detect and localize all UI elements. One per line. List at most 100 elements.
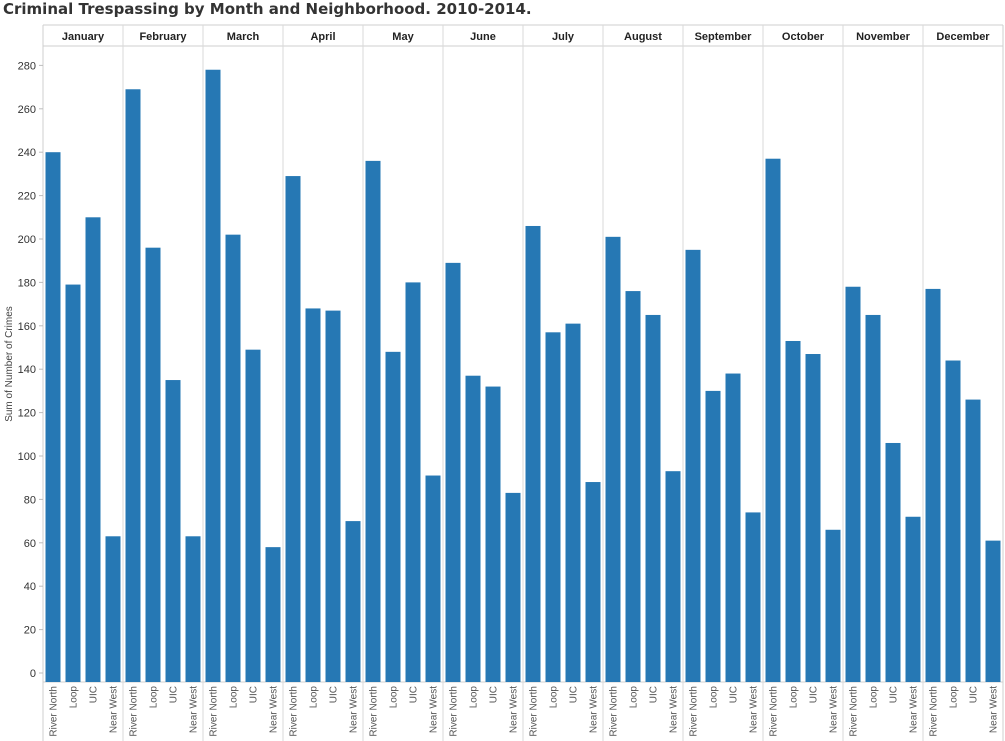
bars (45, 69, 1001, 683)
month-header-september: September (695, 31, 753, 43)
month-header-november: November (856, 31, 911, 43)
x-category-label: UIC (809, 686, 820, 703)
y-tick-label: 120 (18, 408, 36, 420)
month-header-october: October (782, 31, 825, 43)
x-category-label: Near West (269, 686, 280, 733)
bar-september-near-west (745, 512, 761, 682)
bar-august-near-west (665, 471, 681, 682)
bar-june-uic (485, 386, 501, 682)
x-category-label: River North (49, 686, 60, 737)
bar-april-loop (305, 308, 321, 682)
month-header-april: April (310, 31, 335, 43)
y-tick-label: 200 (18, 234, 36, 246)
x-category-label: Loop (549, 686, 560, 709)
x-category-label: Loop (869, 686, 880, 709)
bar-may-near-west (425, 475, 441, 682)
x-category-label: UIC (169, 686, 180, 703)
month-header-may: May (392, 31, 414, 43)
bar-september-uic (725, 373, 741, 682)
bar-september-loop (705, 390, 721, 682)
bar-january-river-north (45, 152, 61, 682)
bar-august-river-north (605, 236, 621, 682)
x-category-label: UIC (89, 686, 100, 703)
y-tick-label: 180 (18, 277, 36, 289)
bar-june-loop (465, 375, 481, 682)
x-category-label: UIC (249, 686, 260, 703)
bar-february-river-north (125, 89, 141, 682)
bar-august-loop (625, 291, 641, 682)
x-category-label: Loop (229, 686, 240, 709)
x-axis-labels: River North Loop UIC Near West River North Lo… (49, 686, 1000, 737)
bar-march-loop (225, 234, 241, 682)
y-tick-label: 280 (18, 60, 36, 72)
x-category-label: River North (289, 686, 300, 737)
x-category-label: River North (769, 686, 780, 737)
bar-february-loop (145, 247, 161, 682)
bar-october-loop (785, 340, 801, 682)
bar-april-near-west (345, 521, 361, 682)
bar-august-uic (645, 314, 661, 682)
bar-january-uic (85, 217, 101, 683)
bar-march-near-west (265, 547, 281, 682)
y-axis: 0 20 40 60 80 100 120 140 160 180 200 220 240 260 280 (18, 60, 43, 680)
x-category-label: Near West (349, 686, 360, 733)
y-tick-label: 220 (18, 191, 36, 203)
month-header-january: January (62, 31, 105, 43)
x-category-label: River North (449, 686, 460, 737)
x-category-label: UIC (409, 686, 420, 703)
x-category-label: Near West (909, 686, 920, 733)
y-tick-label: 260 (18, 104, 36, 116)
month-header-july: July (552, 31, 575, 43)
x-category-label: Near West (749, 686, 760, 733)
bar-october-uic (805, 354, 821, 682)
bar-may-loop (385, 351, 401, 682)
x-category-label: River North (929, 686, 940, 737)
x-category-label: Loop (389, 686, 400, 709)
x-category-label: UIC (489, 686, 500, 703)
bar-november-river-north (845, 286, 861, 682)
x-category-label: River North (529, 686, 540, 737)
month-headers: January February March April May June July Augu… (62, 31, 990, 43)
month-header-february: February (139, 31, 187, 43)
x-category-label: Loop (469, 686, 480, 709)
y-tick-label: 140 (18, 364, 36, 376)
bar-april-river-north (285, 176, 301, 682)
y-tick-label: 240 (18, 147, 36, 159)
x-category-label: River North (609, 686, 620, 737)
bar-december-loop (945, 360, 961, 682)
bar-december-near-west (985, 540, 1001, 682)
y-tick-label: 80 (24, 494, 36, 506)
y-tick-label: 40 (24, 581, 36, 593)
month-header-march: March (227, 31, 260, 43)
bar-july-near-west (585, 482, 601, 682)
x-category-label: River North (369, 686, 380, 737)
x-category-label: River North (689, 686, 700, 737)
bar-november-uic (885, 442, 901, 682)
bar-june-river-north (445, 262, 461, 682)
chart-frame (42, 24, 1004, 741)
x-category-label: UIC (729, 686, 740, 703)
x-category-label: UIC (969, 686, 980, 703)
x-category-label: Near West (989, 686, 1000, 733)
bar-october-river-north (765, 158, 781, 682)
bar-january-near-west (105, 536, 121, 682)
bar-june-near-west (505, 492, 521, 682)
bar-november-near-west (905, 516, 921, 682)
x-category-label: Near West (109, 686, 120, 733)
y-tick-label: 100 (18, 451, 36, 463)
x-category-label: UIC (329, 686, 340, 703)
bar-january-loop (65, 284, 81, 682)
y-tick-label: 20 (24, 625, 36, 637)
x-category-label: Near West (589, 686, 600, 733)
x-category-label: UIC (649, 686, 660, 703)
bar-september-river-north (685, 249, 701, 682)
x-category-label: River North (849, 686, 860, 737)
y-tick-label: 160 (18, 321, 36, 333)
bar-april-uic (325, 310, 341, 682)
chart-title: Criminal Trespassing by Month and Neighb… (3, 0, 532, 18)
x-category-label: Near West (429, 686, 440, 733)
bar-february-near-west (185, 536, 201, 682)
x-category-label: Near West (669, 686, 680, 733)
x-category-label: Near West (189, 686, 200, 733)
